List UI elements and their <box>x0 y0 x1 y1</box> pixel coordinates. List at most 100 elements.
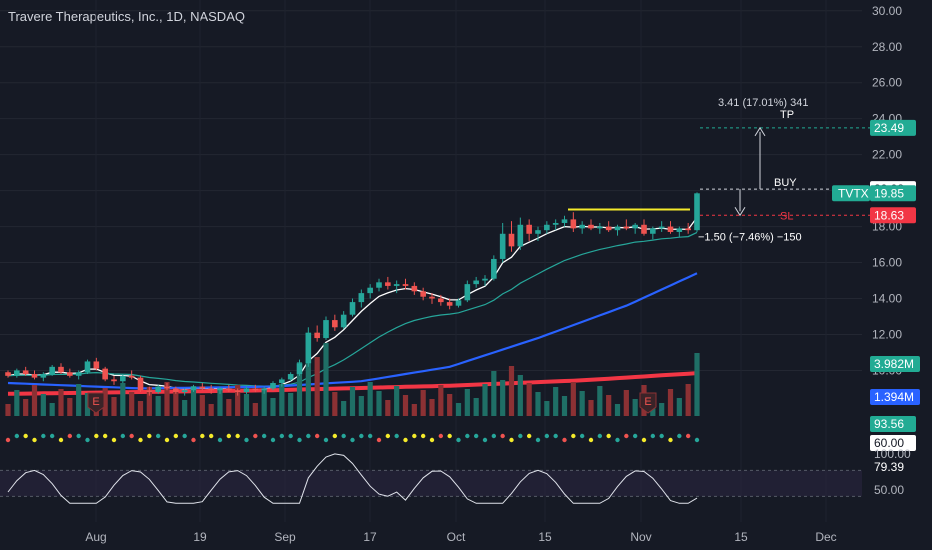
candle-body <box>694 193 700 231</box>
signal-dot <box>111 437 117 443</box>
ticker-tag-label: TVTX <box>838 186 869 200</box>
tp-arrowhead <box>754 126 766 137</box>
price-axis: 30.0028.0026.0024.0022.0020.0018.0016.00… <box>870 4 920 497</box>
time-axis: Aug 19 Sep 17 Oct 15 Nov 15 Dec <box>85 530 836 544</box>
volume-bar <box>676 398 682 416</box>
sl-note: −1.50 (−7.46%) −150 <box>698 231 802 243</box>
signal-dot <box>323 437 329 443</box>
date-tick-label: 19 <box>193 530 207 544</box>
price-tick-label: 26.00 <box>872 76 902 90</box>
signal-dot <box>173 433 179 439</box>
candle-body <box>93 361 100 369</box>
volume-bar <box>623 390 629 416</box>
candle-body <box>199 386 206 389</box>
candle-body <box>499 233 506 259</box>
signal-dot <box>571 433 576 439</box>
candle-body <box>464 284 471 301</box>
signal-dot <box>14 433 20 439</box>
candle-body <box>658 226 665 229</box>
tp-label: TP <box>780 109 794 121</box>
signal-dot <box>447 433 452 439</box>
price-tag-label: 18.63 <box>874 208 904 222</box>
signal-dot <box>553 433 558 439</box>
candle-body <box>393 284 400 286</box>
signal-dot <box>491 433 497 439</box>
volume-bar <box>76 384 82 416</box>
volume-bar <box>314 357 320 416</box>
candle-body <box>358 293 365 303</box>
candle-body <box>22 370 29 375</box>
candle-body <box>146 390 153 393</box>
volume-tag <box>870 356 920 372</box>
volume-bar <box>208 404 214 416</box>
candle-body <box>508 233 515 247</box>
volume-bar <box>402 395 409 416</box>
signal-dot <box>147 433 152 439</box>
candle-body <box>561 219 568 223</box>
candle-body <box>296 363 303 375</box>
candle-body <box>552 222 559 225</box>
volume-bar <box>270 398 276 416</box>
candle-body <box>429 296 435 299</box>
signal-dot <box>288 433 293 439</box>
candle-body <box>49 366 55 375</box>
volume-tag-label: 1.394M <box>874 390 914 404</box>
signal-dot <box>155 433 161 439</box>
earnings-icon <box>639 392 657 414</box>
candle-body <box>243 388 250 393</box>
candle-body <box>376 282 382 288</box>
candle-body <box>579 224 585 229</box>
volume-bar <box>473 398 479 416</box>
price-tag <box>870 207 916 224</box>
oscillator-band <box>0 470 862 497</box>
signal-dot <box>650 433 656 439</box>
signal-dot <box>32 437 37 443</box>
candle-body <box>340 314 347 328</box>
signal-dot <box>94 433 99 439</box>
volume-bar <box>164 382 170 416</box>
volume-bar <box>411 404 417 416</box>
volume-bar <box>146 387 152 416</box>
candle-body <box>623 226 630 229</box>
oscillator-tag <box>870 435 916 451</box>
volume-bar <box>173 391 179 416</box>
signal-dot <box>694 437 700 443</box>
volume-bar <box>155 396 161 416</box>
volume-bar <box>526 383 532 416</box>
volume-bar <box>49 403 55 416</box>
signal-dot <box>235 433 240 439</box>
volume-bar <box>120 383 126 416</box>
volume-bar <box>226 399 232 416</box>
candle-body <box>84 361 91 373</box>
volume-bar <box>14 390 20 416</box>
sl-arrowhead <box>734 206 746 217</box>
signal-dot <box>420 433 426 439</box>
signal-dot <box>473 433 479 439</box>
signal-dot <box>208 433 214 439</box>
candle-body <box>367 287 373 294</box>
signal-dot <box>632 433 638 439</box>
volume-bar <box>482 384 488 416</box>
candle-body <box>614 226 621 231</box>
candle-body <box>75 372 82 376</box>
signal-dot <box>685 433 691 439</box>
oscillator-tag <box>870 416 916 432</box>
candle-body <box>605 226 612 231</box>
volume-bar <box>606 395 612 416</box>
signal-dot <box>102 433 108 439</box>
volume-bar <box>5 404 11 416</box>
candle-body <box>173 388 179 393</box>
volume-bar <box>58 389 64 416</box>
volume-bar <box>367 382 373 416</box>
candle-body <box>190 386 197 391</box>
volume-bar <box>429 399 435 416</box>
volume-bar <box>570 382 576 416</box>
candle-body <box>137 377 144 391</box>
candle-body <box>314 332 320 339</box>
candle-body <box>349 302 356 315</box>
candle-body <box>438 298 444 303</box>
signal-dot <box>191 437 196 443</box>
candle-body <box>181 390 188 393</box>
signal-dot <box>500 433 505 439</box>
